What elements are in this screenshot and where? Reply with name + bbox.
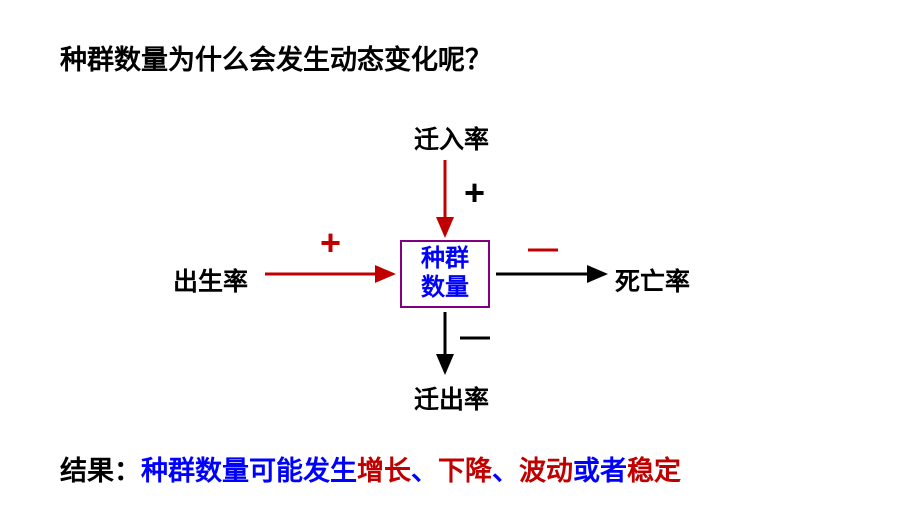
conclusion-part: 下降	[438, 456, 492, 486]
conclusion-part: 稳定	[627, 456, 681, 486]
conclusion-part: 波动	[519, 456, 573, 486]
node-right: 死亡率	[615, 262, 690, 298]
center-line2: 数量	[421, 274, 469, 303]
node-left: 出生率	[173, 262, 248, 298]
sign-bottom-minus: —	[460, 320, 490, 354]
page-title: 种群数量为什么会发生动态变化呢？	[60, 38, 492, 77]
center-box: 种群 数量	[400, 240, 490, 308]
sign-left-plus: +	[320, 222, 341, 264]
node-top: 迁入率	[414, 120, 489, 156]
center-line1: 种群	[421, 245, 469, 274]
node-bottom: 迁出率	[414, 380, 489, 416]
conclusion: 结果：种群数量可能发生增长、下降、波动或者稳定	[60, 449, 681, 488]
conclusion-part: 结果：	[60, 456, 141, 486]
conclusion-part: 增长	[357, 456, 411, 486]
conclusion-part: 、	[411, 456, 438, 486]
conclusion-part: 或者	[573, 456, 627, 486]
population-diagram: 种群 数量 迁入率 出生率 死亡率 迁出率 + + — —	[0, 110, 920, 410]
sign-top-plus: +	[464, 172, 485, 214]
sign-right-minus: —	[528, 232, 558, 266]
conclusion-part: 、	[492, 456, 519, 486]
conclusion-part: 种群数量可能发生	[141, 456, 357, 486]
